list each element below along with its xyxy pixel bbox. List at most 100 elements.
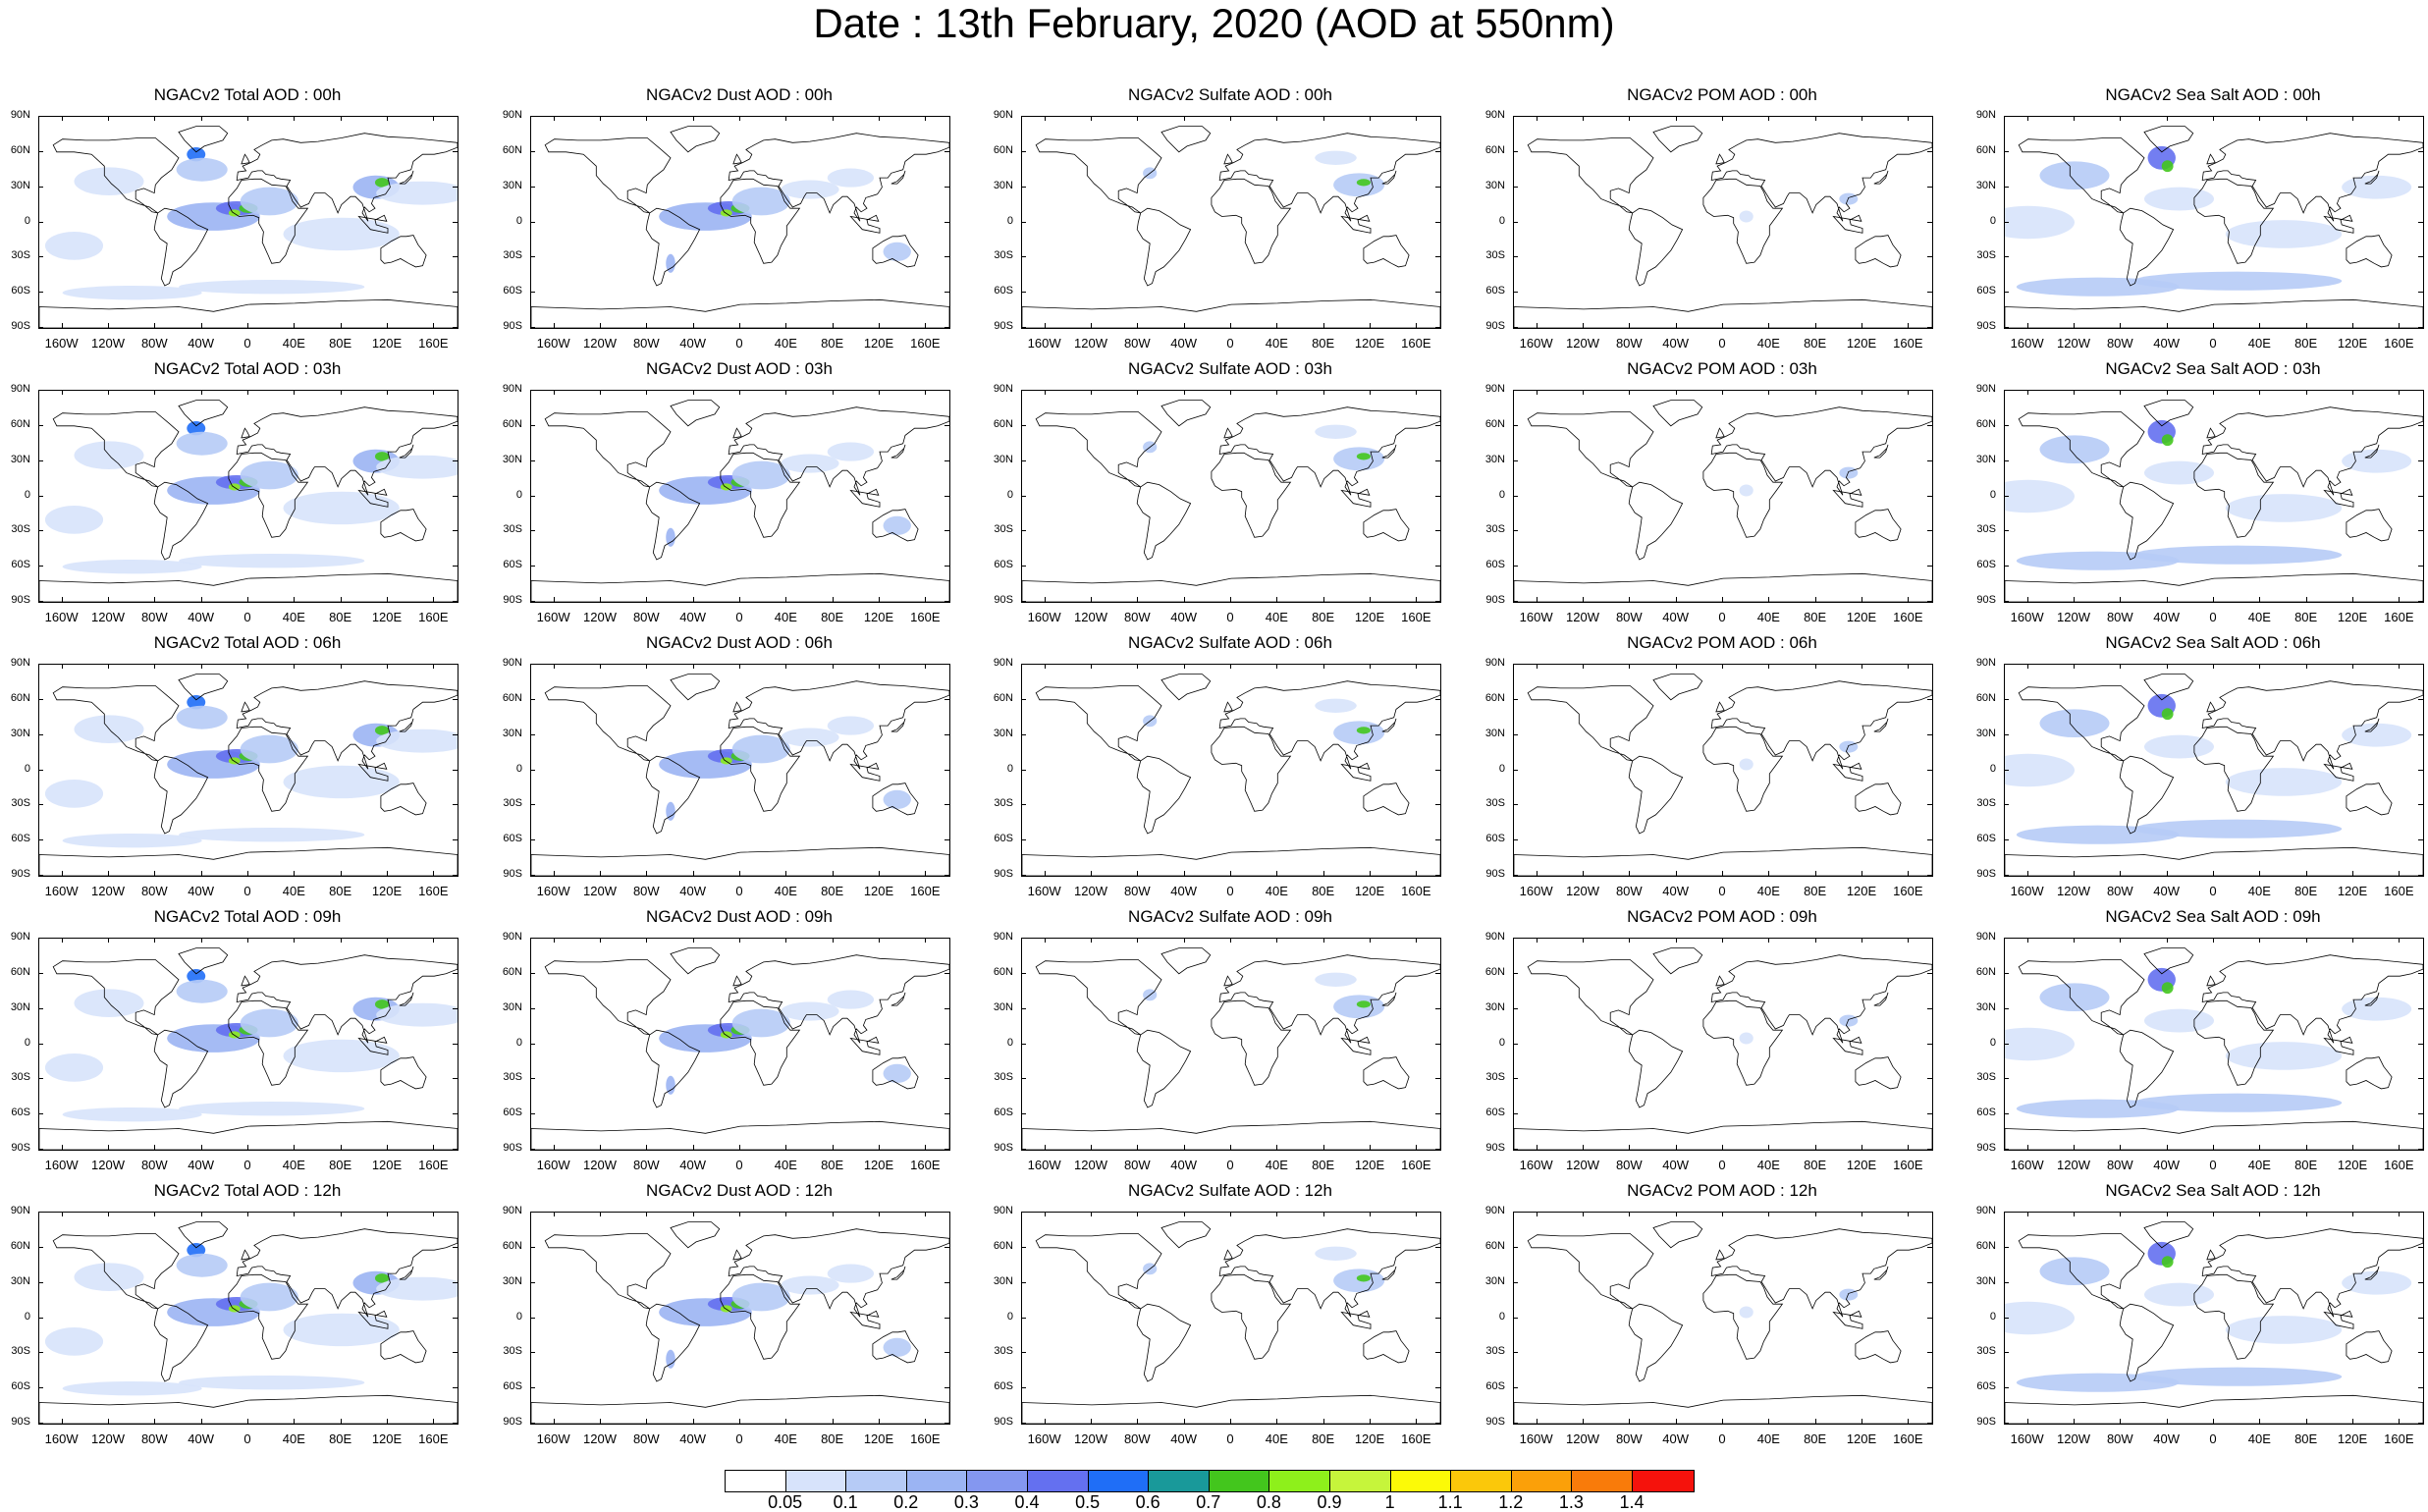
lon-tick — [2166, 871, 2168, 876]
map-frame — [1021, 938, 1441, 1151]
lon-label: 0 — [2209, 610, 2217, 624]
coastline — [1514, 1394, 1932, 1424]
lat-tick — [38, 292, 43, 294]
lon-tick — [200, 871, 202, 876]
coastline — [1652, 947, 1703, 975]
lat-tick — [1927, 839, 1932, 841]
lat-tick — [38, 1387, 43, 1389]
lon-label: 160E — [910, 1431, 941, 1446]
aod-area — [176, 157, 228, 182]
lat-tick — [38, 698, 43, 700]
lon-label: 120W — [1074, 1431, 1107, 1446]
coastline — [1628, 481, 1684, 561]
coastline — [153, 755, 209, 835]
coastline — [241, 153, 250, 165]
lat-tick — [530, 1149, 535, 1150]
lon-tick — [340, 871, 342, 876]
lat-label: 60S — [503, 559, 522, 571]
lon-tick — [1722, 390, 1723, 395]
lon-tick — [1814, 597, 1816, 602]
lon-tick — [108, 664, 109, 669]
lat-tick — [1927, 1078, 1932, 1080]
lat-tick — [530, 1387, 535, 1389]
lon-tick — [247, 664, 248, 669]
lat-tick — [944, 839, 949, 841]
lat-tick — [1021, 327, 1026, 328]
lon-tick — [61, 390, 63, 395]
coastline — [849, 1036, 881, 1055]
coastline — [1855, 235, 1902, 268]
lat-label: 90N — [1484, 1205, 1505, 1216]
lon-tick — [1230, 871, 1231, 876]
aod-area — [731, 187, 790, 216]
lon-label: 160E — [2384, 336, 2414, 351]
lon-label: 40W — [1662, 884, 1690, 898]
aod-area — [666, 253, 675, 273]
aod-area — [2342, 449, 2412, 473]
lat-label: 30S — [1976, 1345, 1996, 1358]
lat-tick — [2418, 292, 2423, 294]
lat-tick — [1513, 733, 1518, 735]
lat-tick — [2004, 1043, 2009, 1045]
lat-label: 60S — [1976, 1380, 1996, 1393]
coastline — [670, 126, 721, 153]
lat-label: 0 — [515, 1310, 522, 1323]
coastline — [153, 1029, 209, 1108]
lon-tick — [2166, 938, 2168, 943]
lat-tick — [1435, 698, 1440, 700]
lon-label: 80W — [140, 610, 168, 624]
lon-tick — [2305, 938, 2307, 943]
lat-label: 30S — [503, 1071, 522, 1084]
lat-tick — [38, 116, 43, 117]
lat-label: 60N — [993, 1239, 1013, 1252]
lon-label: 0 — [243, 884, 251, 898]
lat-label: 90N — [502, 1205, 522, 1216]
lon-tick — [2352, 938, 2353, 943]
lon-label: 0 — [1718, 336, 1726, 351]
lon-tick — [692, 116, 694, 121]
map-frame — [38, 390, 459, 603]
lat-label: 60N — [1975, 691, 1996, 704]
coastline — [1136, 1303, 1192, 1382]
lat-label: 0 — [1989, 1310, 1996, 1323]
lon-label: 40E — [282, 610, 305, 624]
colorbar-label: 0.1 — [833, 1492, 858, 1512]
panel-title: NGACv2 Sulfate AOD : 09h — [1128, 907, 1332, 926]
lon-tick — [1675, 1212, 1677, 1216]
lon-tick — [646, 938, 648, 943]
lon-label: 160W — [2010, 884, 2044, 898]
lon-tick — [1322, 323, 1324, 328]
lon-label: 0 — [2209, 1431, 2217, 1446]
aod-area — [44, 1053, 104, 1082]
colorbar-swatch — [1329, 1471, 1391, 1491]
map-panel: NGACv2 POM AOD : 12h 90N 60N 30N 0 30S 60S 90S 1… — [1485, 1182, 1933, 1458]
lon-tick — [1322, 664, 1324, 669]
lat-tick — [1927, 495, 1932, 497]
lat-tick — [944, 1352, 949, 1354]
lon-tick — [2305, 1419, 2307, 1424]
lon-tick — [1722, 116, 1723, 121]
lon-label: 160E — [1893, 610, 1923, 624]
lon-tick — [1814, 1145, 1816, 1150]
world-map — [1514, 947, 1932, 1150]
lon-tick — [108, 323, 109, 328]
lon-tick — [1044, 1145, 1046, 1150]
lat-tick — [530, 424, 535, 426]
lon-label: 0 — [1718, 610, 1726, 624]
coastline — [228, 452, 309, 538]
panel-title: NGACv2 Total AOD : 12h — [153, 1181, 342, 1200]
lon-label: 40E — [2247, 884, 2271, 898]
lat-tick — [530, 769, 535, 771]
coastline — [228, 178, 309, 264]
lon-label: 120E — [1354, 610, 1385, 624]
coastline — [1160, 1221, 1212, 1249]
lat-tick — [453, 601, 458, 602]
coastline — [1855, 1056, 1902, 1090]
lon-label: 80W — [1615, 1158, 1643, 1172]
lon-tick — [247, 116, 248, 121]
lat-tick — [453, 938, 458, 939]
lat-tick — [1927, 1246, 1932, 1248]
lat-tick — [1513, 256, 1518, 258]
lon-label: 80W — [2106, 610, 2133, 624]
lat-tick — [2004, 256, 2009, 258]
